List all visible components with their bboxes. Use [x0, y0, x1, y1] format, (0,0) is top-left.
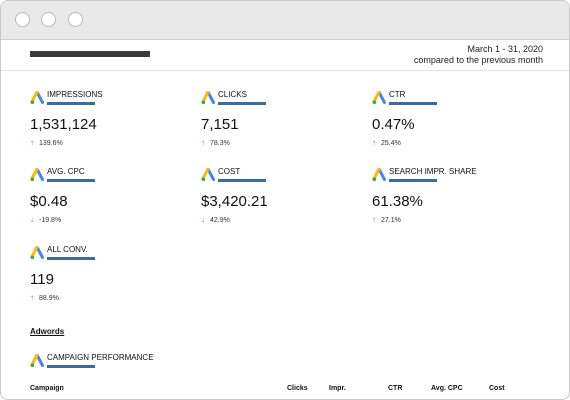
metric-value: $3,420.21	[201, 193, 268, 210]
column-header-impr[interactable]: Impr.	[329, 385, 346, 392]
metric-label: AVG. CPC	[47, 167, 85, 176]
column-header-avg-cpc[interactable]: Avg. CPC	[431, 385, 463, 392]
campaign-performance-heading: CAMPAIGN PERFORMANCE	[30, 353, 230, 375]
metric-clicks: CLICKS 7,151 ↑ 78.3%	[201, 90, 361, 148]
metric-value: 0.47%	[372, 116, 415, 133]
google-ads-logo-icon	[201, 168, 215, 182]
metric-change-value: 27.1%	[381, 217, 401, 224]
column-header-cost[interactable]: Cost	[489, 385, 505, 392]
window-minimize-button[interactable]	[41, 12, 56, 27]
section-underline	[47, 365, 95, 368]
metric-change-value: 88.9%	[39, 295, 59, 302]
metric-underline	[47, 179, 95, 182]
metric-cost: COST $3,420.21 ↓ 42.9%	[201, 167, 361, 225]
metric-label: COST	[218, 167, 241, 176]
google-ads-logo-icon	[30, 168, 44, 182]
metric-value: 119	[30, 271, 54, 288]
metric-header: CLICKS	[201, 90, 361, 112]
metric-search-impr-share: SEARCH IMPR. SHARE 61.38% ↑ 27.1%	[372, 167, 532, 225]
metric-underline	[389, 102, 437, 105]
column-header-clicks[interactable]: Clicks	[287, 385, 308, 392]
metric-label: SEARCH IMPR. SHARE	[389, 167, 477, 176]
column-header-campaign[interactable]: Campaign	[30, 385, 64, 392]
date-range: March 1 - 31, 2020 compared to the previ…	[414, 44, 543, 66]
date-range-text: March 1 - 31, 2020	[467, 44, 543, 54]
metric-label: CTR	[389, 90, 406, 99]
window-titlebar	[1, 1, 569, 40]
metric-underline	[389, 179, 437, 182]
google-ads-logo-icon	[30, 246, 44, 260]
metric-avg-cpc: AVG. CPC $0.48 ↓ -19.8%	[30, 167, 190, 225]
metric-change-value: 25.4%	[381, 140, 401, 147]
metric-header: ALL CONV.	[30, 245, 190, 267]
metric-header: AVG. CPC	[30, 167, 190, 189]
metric-underline	[218, 102, 266, 105]
metric-change-value: 139.6%	[39, 140, 63, 147]
metric-label: CLICKS	[218, 90, 247, 99]
arrow-up-icon: ↑	[372, 215, 376, 224]
metric-underline	[47, 102, 95, 105]
section-title: CAMPAIGN PERFORMANCE	[47, 353, 154, 362]
metric-change: ↓ 42.9%	[201, 215, 361, 225]
metric-underline	[218, 179, 266, 182]
metric-value: 7,151	[201, 116, 239, 133]
google-ads-logo-icon	[30, 91, 44, 105]
column-header-ctr[interactable]: CTR	[388, 385, 403, 392]
metric-change: ↑ 78.3%	[201, 138, 361, 148]
metric-change-value: -19.8%	[39, 217, 62, 224]
metric-label: ALL CONV.	[47, 245, 88, 254]
window-close-button[interactable]	[15, 12, 30, 27]
campaign-table-header: Campaign Clicks Impr. CTR Avg. CPC Cost	[1, 385, 569, 397]
metric-underline	[47, 257, 95, 260]
arrow-down-icon: ↓	[201, 215, 205, 224]
arrow-up-icon: ↑	[30, 293, 34, 302]
header-divider	[1, 70, 569, 71]
metric-header: IMPRESSIONS	[30, 90, 190, 112]
arrow-down-icon: ↓	[30, 215, 34, 224]
arrow-up-icon: ↑	[372, 138, 376, 147]
metric-change-value: 78.3%	[210, 140, 230, 147]
arrow-up-icon: ↑	[30, 138, 34, 147]
metric-value: $0.48	[30, 193, 68, 210]
section-header: CAMPAIGN PERFORMANCE	[30, 353, 230, 375]
metric-change: ↑ 88.9%	[30, 293, 190, 303]
metric-impressions: IMPRESSIONS 1,531,124 ↑ 139.6%	[30, 90, 190, 148]
comparison-text: compared to the previous month	[413, 55, 543, 65]
google-ads-logo-icon	[201, 91, 215, 105]
google-ads-logo-icon	[30, 354, 44, 368]
metric-change: ↑ 25.4%	[372, 138, 532, 148]
google-ads-logo-icon	[372, 91, 386, 105]
metric-header: COST	[201, 167, 361, 189]
arrow-up-icon: ↑	[201, 138, 205, 147]
metric-value: 61.38%	[372, 193, 423, 210]
metric-change: ↑ 27.1%	[372, 215, 532, 225]
metric-change: ↑ 139.6%	[30, 138, 190, 148]
metric-change-value: 42.9%	[210, 217, 230, 224]
report-title-placeholder	[30, 51, 150, 57]
metric-header: CTR	[372, 90, 532, 112]
window-maximize-button[interactable]	[68, 12, 83, 27]
google-ads-logo-icon	[372, 168, 386, 182]
metric-value: 1,531,124	[30, 116, 97, 133]
metric-header: SEARCH IMPR. SHARE	[372, 167, 532, 189]
metric-label: IMPRESSIONS	[47, 90, 103, 99]
metric-all-conv: ALL CONV. 119 ↑ 88.9%	[30, 245, 190, 303]
metric-ctr: CTR 0.47% ↑ 25.4%	[372, 90, 532, 148]
metric-change: ↓ -19.8%	[30, 215, 190, 225]
adwords-link[interactable]: Adwords	[30, 327, 65, 336]
